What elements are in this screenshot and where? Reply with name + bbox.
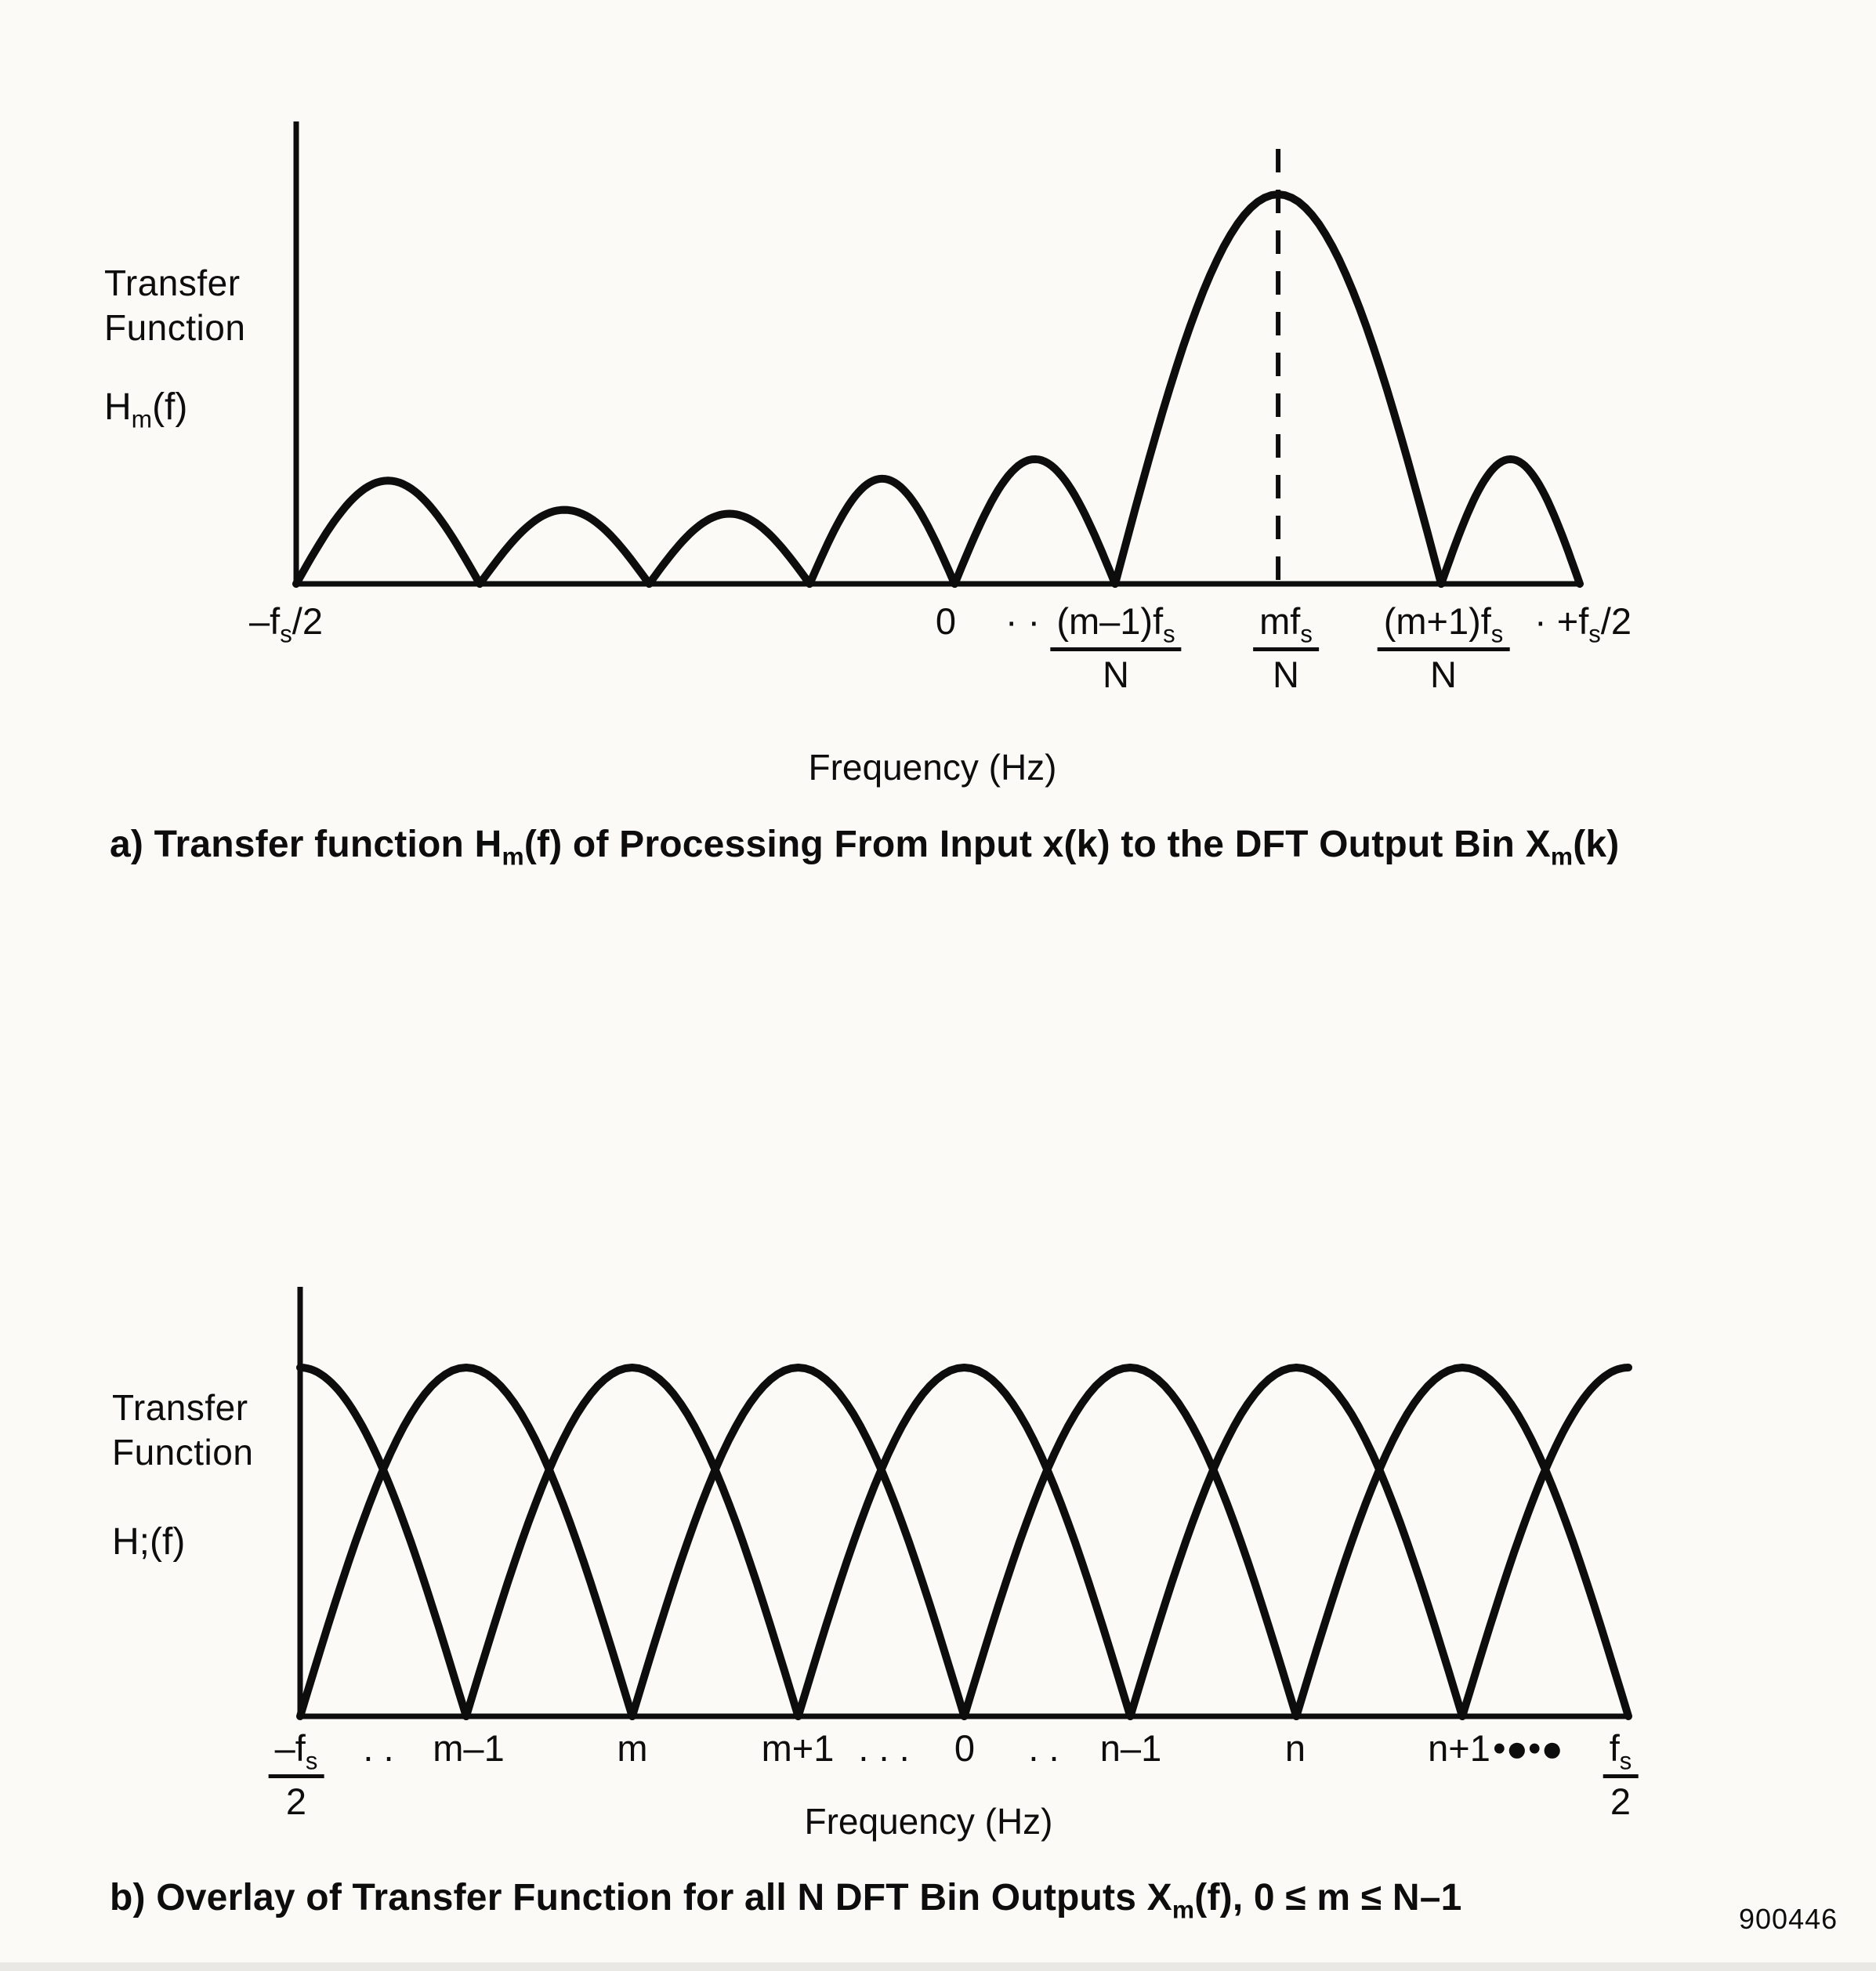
fraction-numerator: (m+1)fs: [1377, 601, 1510, 651]
chart-a-xaxis-title: Frequency (Hz): [808, 747, 1057, 788]
chart-a-yaxis-label-line1: Transfer: [104, 263, 241, 303]
fraction-denominator: N: [1273, 653, 1299, 695]
chart-b-xtick-5: . . .: [858, 1727, 910, 1769]
chart-b-yaxis-label-line1: Transfer: [112, 1387, 248, 1428]
chart-b-xtick-11: •●•●: [1493, 1727, 1563, 1769]
fraction-numerator: (m–1)fs: [1050, 601, 1182, 651]
chart-a-caption: a) Transfer function Hm(f) of Processing…: [110, 824, 1620, 871]
chart-a-xtick-0: –fs/2: [249, 600, 323, 648]
chart-b-xtick-10: n+1: [1428, 1727, 1490, 1769]
fraction-numerator: mfs: [1253, 601, 1319, 651]
chart-b-xtick-12: fs 2: [1603, 1728, 1639, 1822]
chart-b-xtick-0: –fs 2: [268, 1728, 324, 1822]
fraction-denominator: N: [1430, 653, 1457, 695]
figure-number: 900446: [1739, 1903, 1838, 1935]
chart-b-xtick-9: n: [1284, 1727, 1306, 1769]
chart-b-xtick-8: n–1: [1099, 1727, 1162, 1769]
chart-b-xtick-3: m: [617, 1727, 648, 1769]
chart-a-xtick-2: · ·: [1005, 600, 1041, 642]
fraction-denominator: 2: [285, 1780, 307, 1822]
chart-a-xtick-1: 0: [935, 600, 957, 642]
chart-b-yaxis-label: Transfer Function: [112, 1386, 253, 1475]
chart-b-xtick-4: m+1: [761, 1727, 835, 1769]
chart-b-xtick-1: . .: [363, 1727, 394, 1769]
chart-b-xtick-6: 0: [954, 1727, 976, 1769]
chart-a-yaxis-formula: Hm(f): [104, 386, 188, 433]
chart-b-xtick-2: m–1: [433, 1727, 505, 1769]
chart-b-xaxis-title: Frequency (Hz): [804, 1801, 1053, 1842]
chart-a-yaxis-label-line2: Function: [104, 307, 246, 348]
fraction-numerator: fs: [1603, 1728, 1639, 1778]
fraction-denominator: N: [1103, 653, 1129, 695]
chart-a-xtick-5: (m+1)fs N: [1377, 601, 1510, 695]
chart-b-yaxis-formula: H;(f): [112, 1521, 186, 1563]
chart-b-yaxis-label-line2: Function: [112, 1432, 254, 1473]
chart-a-xtick-6: · +fs/2: [1534, 600, 1632, 648]
chart-a-yaxis-label: Transfer Function: [104, 261, 245, 350]
chart-b-caption: b) Overlay of Transfer Function for all …: [110, 1877, 1462, 1924]
chart-a-xtick-3: (m–1)fs N: [1050, 601, 1182, 695]
fraction-denominator: 2: [1610, 1780, 1632, 1822]
chart-a-xtick-4: mfs N: [1253, 601, 1319, 695]
chart-b-xtick-7: . .: [1028, 1727, 1059, 1769]
fraction-numerator: –fs: [268, 1728, 324, 1778]
scan-edge-artifact: [0, 1962, 1876, 1971]
